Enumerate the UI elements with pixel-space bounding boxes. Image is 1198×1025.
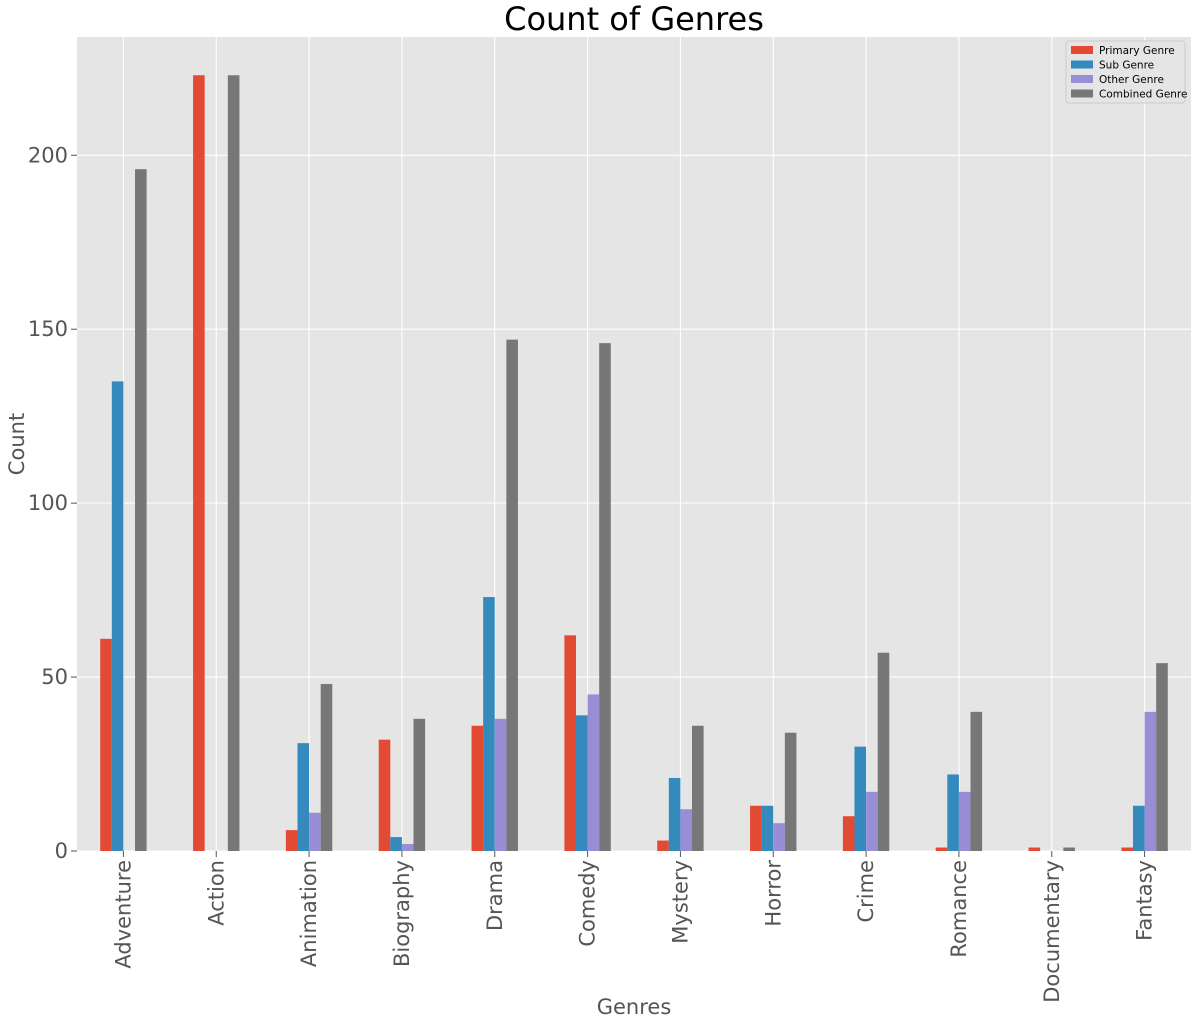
x-tick-label: Biography (390, 860, 414, 967)
bar-primary-genre-comedy (564, 635, 576, 851)
plot-area (77, 37, 1191, 851)
bar-combined-genre-documentary (1063, 847, 1075, 851)
bar-combined-genre-fantasy (1156, 663, 1168, 851)
bar-primary-genre-crime (842, 816, 855, 851)
bar-sub-genre-adventure (111, 381, 124, 851)
bar-combined-genre-crime (877, 652, 890, 851)
bar-combined-genre-mystery (692, 725, 704, 851)
bar-other-genre-animation (309, 812, 321, 851)
bar-primary-genre-action (193, 75, 205, 851)
y-tick-label: 0 (55, 839, 68, 863)
y-tick-label: 50 (41, 665, 68, 689)
x-tick-label: Drama (483, 860, 507, 931)
x-tick-label: Animation (297, 860, 321, 967)
bar-primary-genre-fantasy (1121, 847, 1133, 851)
x-tick-label: Comedy (576, 860, 600, 947)
bar-primary-genre-documentary (1028, 847, 1041, 851)
x-tick-label: Mystery (668, 860, 692, 944)
bar-sub-genre-romance (947, 774, 959, 851)
bar-combined-genre-horror (784, 732, 797, 851)
bar-sub-genre-drama (483, 597, 495, 851)
bar-sub-genre-crime (854, 746, 867, 851)
legend-entry-label: Combined Genre (1099, 89, 1187, 101)
bar-primary-genre-horror (750, 805, 762, 851)
bar-other-genre-drama (494, 718, 507, 851)
bar-other-genre-fantasy (1144, 711, 1157, 851)
bar-sub-genre-mystery (668, 777, 681, 851)
bar-primary-genre-animation (285, 830, 298, 851)
x-tick-label: Crime (854, 860, 878, 923)
bar-combined-genre-biography (413, 718, 426, 851)
bar-other-genre-comedy (587, 694, 600, 851)
bar-combined-genre-action (227, 75, 240, 851)
bar-other-genre-crime (866, 791, 878, 851)
x-axis-ticks: Adventure Action Animation Biography Drama Co… (111, 851, 1157, 1003)
legend-swatch (1071, 89, 1093, 98)
bar-primary-genre-adventure (100, 638, 112, 851)
chart-title: Count of Genres (504, 0, 764, 38)
y-tick-label: 150 (28, 317, 68, 341)
bar-primary-genre-biography (378, 739, 391, 851)
legend-entry-label: Sub Genre (1099, 60, 1154, 72)
bar-sub-genre-horror (761, 805, 774, 851)
bar-primary-genre-romance (935, 847, 948, 851)
bar-combined-genre-animation (320, 684, 333, 851)
legend-entry-label: Other Genre (1099, 74, 1164, 86)
bar-primary-genre-mystery (657, 840, 669, 851)
bar-combined-genre-romance (970, 711, 983, 851)
bar-primary-genre-drama (471, 725, 484, 851)
x-tick-label: Action (204, 860, 228, 926)
legend-entry-label: Primary Genre (1099, 45, 1175, 57)
x-tick-label: Romance (947, 860, 971, 958)
legend-swatch (1071, 46, 1093, 54)
bar-combined-genre-adventure (135, 169, 147, 851)
y-tick-label: 100 (28, 491, 68, 515)
bar-sub-genre-fantasy (1132, 805, 1145, 851)
bar-other-genre-romance (958, 791, 971, 851)
x-axis-label: Genres (597, 995, 672, 1019)
legend-swatch (1071, 75, 1093, 83)
bar-combined-genre-comedy (599, 343, 611, 851)
bar-sub-genre-animation (297, 743, 310, 851)
legend: Primary Genre Sub Genre Other Genre Combine… (1065, 40, 1187, 104)
grid-lines (77, 37, 1191, 852)
legend-box (1065, 40, 1186, 104)
bar-sub-genre-comedy (575, 715, 588, 851)
x-tick-label: Horror (761, 860, 785, 927)
bar-other-genre-horror (773, 823, 785, 851)
bar-other-genre-biography (401, 844, 414, 851)
y-axis-ticks: 0 50 100 150 200 (28, 143, 77, 863)
bars (100, 75, 1168, 851)
y-axis-label: Count (5, 413, 29, 475)
bar-sub-genre-biography (390, 837, 402, 851)
x-tick-label: Adventure (111, 860, 135, 969)
x-tick-label: Documentary (1040, 860, 1064, 1003)
bar-other-genre-mystery (680, 809, 693, 851)
y-tick-label: 200 (28, 143, 68, 167)
x-tick-label: Fantasy (1133, 860, 1157, 941)
bar-combined-genre-drama (506, 339, 518, 851)
legend-swatch (1071, 60, 1093, 69)
